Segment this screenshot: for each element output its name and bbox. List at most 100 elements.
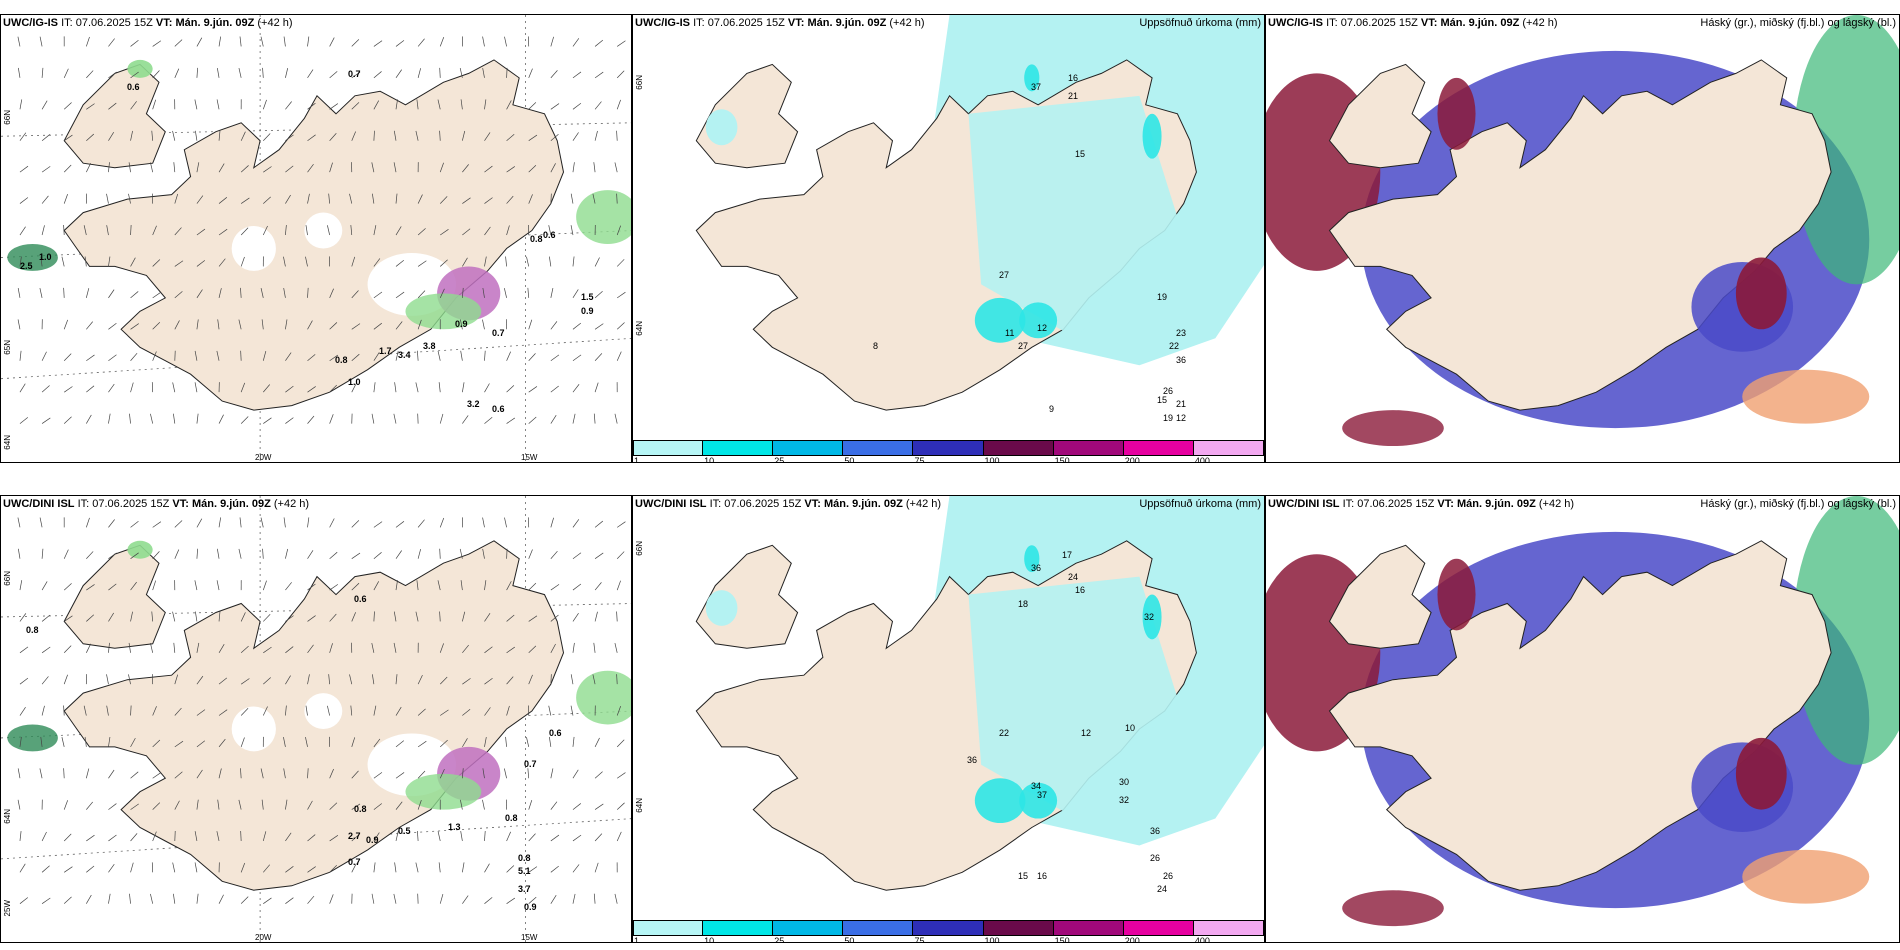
wind-barb [218,517,222,528]
wind-barb [572,864,580,873]
wind-barb [85,36,90,47]
wind-barb [462,257,468,267]
wind-barb [373,322,382,330]
wind-barb [439,162,444,173]
wind-barb [85,768,90,779]
wind-barb [393,130,397,141]
wind-barb [506,581,512,591]
wind-barb [63,833,72,842]
wind-barb [239,36,242,47]
wind-barb [459,548,463,559]
wind-barb [462,287,464,298]
wind-barb [438,382,441,393]
wind-barb [550,163,556,173]
wind-barb [64,134,73,142]
wind-barb [616,351,622,361]
wind-barb [395,99,398,110]
wind-barb [196,195,204,204]
cloud-orange-area [1742,369,1870,424]
wind-barb [130,257,136,267]
wind-barb [238,319,242,330]
wind-barb [505,256,507,267]
precip-area-heavy [1142,594,1162,640]
wind-barb [329,162,333,173]
wind-barb [130,225,132,236]
wind-barb [263,133,271,141]
wind-barb [550,70,558,79]
wind-barb [395,259,405,267]
wind-barb [108,38,115,47]
wind-barb [484,707,491,716]
wind-barb [437,580,441,591]
wind-barb [307,834,316,842]
wind-barb [594,130,598,141]
wind-barb [128,674,131,685]
wind-barb [328,674,330,685]
colorbar-tick-label: 150 [1054,456,1070,463]
wind-barb [614,162,618,173]
wind-barb [152,551,160,559]
wind-barb [307,415,315,424]
colorbar-tick-label: 10 [704,936,715,943]
wind-barb [151,130,154,141]
value-label: 21 [1068,91,1079,101]
panel-bottom-left: UWC/DINI ISL IT: 07.06.2025 15Z VT: Mán.… [0,495,632,943]
wind-barb [395,321,403,330]
wind-barb [262,706,268,716]
wind-barb [130,71,139,79]
wind-barb [415,130,419,141]
wind-barb [152,706,157,716]
wind-barb [41,385,50,393]
wind-barb [351,39,360,47]
value-label: 0.6 [549,728,562,738]
wind-barb [196,67,198,78]
wind-barb [262,225,268,236]
wind-barb [108,322,117,330]
wind-barb [593,642,596,653]
wind-barb [548,225,552,236]
westfjords-landmass [63,544,166,649]
precip-area-heavy [1142,113,1162,159]
wind-barb [570,705,574,716]
wind-barb [572,834,582,842]
panel-top-right: UWC/IG-IS IT: 07.06.2025 15Z VT: Mán. 9.… [1265,14,1900,463]
wind-barb [550,643,556,653]
wind-barb [329,288,334,299]
wind-barb [572,38,580,47]
wind-barb [438,862,441,873]
wind-barb [285,548,289,559]
wind-barb [462,415,469,424]
wind-barb [351,71,361,79]
wind-barb [549,736,552,747]
wind-barb [329,518,335,528]
panel-top-mid: UWC/IG-IS IT: 07.06.2025 15Z VT: Mán. 9.… [632,14,1265,463]
wind-barb [617,521,626,528]
wind-barb [263,864,271,873]
wind-barb [196,228,206,236]
wind-barb [373,738,381,748]
wind-barb [394,382,397,393]
wind-barb [218,258,226,267]
wind-barb [462,708,471,716]
wind-barb [150,893,154,904]
wind-barb [393,413,397,424]
wind-barb [283,517,286,528]
wind-barb [572,803,582,810]
wind-barb [263,646,272,654]
wind-barb [128,193,131,204]
wind-barb [351,383,357,393]
wind-barb [373,291,383,299]
wind-barb [173,162,176,173]
panel-top-left: UWC/IG-IS IT: 07.06.2025 15Z VT: Mán. 9.… [0,14,632,463]
colorbar-tick-label: 50 [844,456,855,463]
wind-barb [329,551,338,559]
wind-barb [41,581,48,591]
colorbar-cell [1123,440,1194,456]
wind-barb [263,897,272,904]
wind-barb [240,896,249,904]
panel-title: UWC/DINI ISL IT: 07.06.2025 15Z VT: Mán.… [3,498,310,510]
wind-barb [572,162,575,173]
colorbar-tick-label: 150 [1054,936,1070,943]
value-label: 23 [1176,328,1187,338]
wind-barb [41,351,47,361]
